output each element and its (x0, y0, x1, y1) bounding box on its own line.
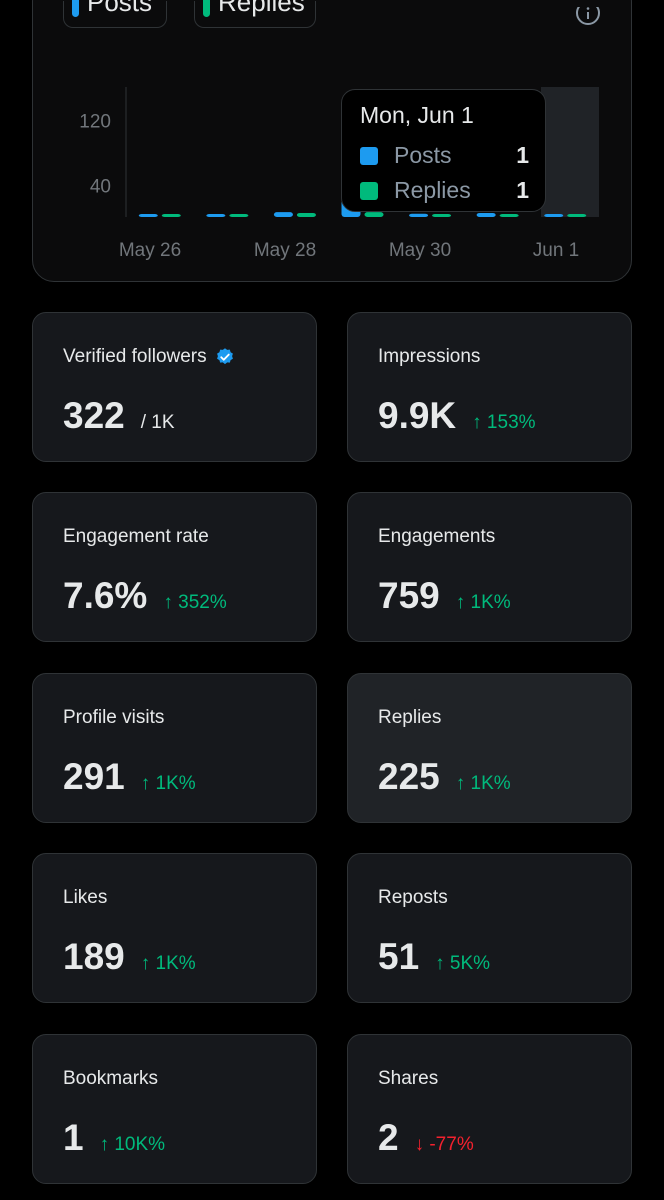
stat-value: 759 (378, 575, 440, 616)
stat-delta: ↑ 1K% (140, 773, 196, 794)
tooltip-title: Mon, Jun 1 (360, 102, 474, 128)
tooltip-replies-value: 1 (516, 177, 529, 203)
bar-replies-3 (364, 212, 384, 217)
bar-replies-1 (229, 214, 249, 217)
stat-card-likes[interactable]: Likes 189 ↑ 1K% (32, 853, 317, 1003)
stat-card-bookmarks[interactable]: Bookmarks 1 ↑ 10K% (32, 1034, 317, 1184)
stat-value-row: 1 ↑ 10K% (63, 1117, 165, 1159)
stat-label: Impressions (378, 346, 481, 367)
stat-value: 322 (63, 395, 125, 436)
stat-card-replies[interactable]: Replies 225 ↑ 1K% (347, 673, 632, 823)
legend-replies-label: Replies (218, 0, 305, 17)
stat-value: 291 (63, 756, 125, 797)
tooltip-replies-label: Replies (394, 177, 471, 203)
legend-posts-label: Posts (87, 0, 153, 17)
chart-tooltip: Mon, Jun 1 Posts 1 Replies 1 (341, 89, 546, 212)
y-tick-label: 120 (79, 112, 111, 133)
hover-highlight (541, 87, 599, 217)
stat-value: 1 (63, 1117, 84, 1158)
stat-label: Replies (378, 707, 442, 728)
tooltip-row-posts: Posts 1 (360, 138, 529, 173)
x-tick-label: May 30 (389, 240, 451, 261)
bar-replies-5 (499, 214, 519, 217)
stat-value-row: 51 ↑ 5K% (378, 936, 490, 978)
bar-posts-4 (409, 213, 429, 217)
bar-posts-1 (206, 214, 226, 217)
stat-label-text: Verified followers (63, 346, 207, 367)
stat-delta: ↑ 1K% (455, 592, 511, 613)
stat-value-row: 7.6% ↑ 352% (63, 575, 227, 617)
stat-card-reposts[interactable]: Reposts 51 ↑ 5K% (347, 853, 632, 1003)
stat-delta: ↑ 1K% (140, 953, 196, 974)
verified-badge-icon (216, 348, 233, 365)
stat-label: Bookmarks (63, 1068, 159, 1089)
x-tick-label: Jun 1 (533, 240, 579, 261)
stat-delta: ↑ 1K% (455, 773, 511, 794)
bar-posts-0 (138, 214, 158, 217)
x-tick-label: May 28 (254, 240, 316, 261)
stat-value: 225 (378, 756, 440, 797)
tooltip-replies-swatch (360, 181, 378, 200)
stat-delta: ↑ 352% (163, 592, 227, 613)
bar-replies-0 (161, 214, 181, 217)
stat-card-engagement-rate[interactable]: Engagement rate 7.6% ↑ 352% (32, 492, 317, 642)
stat-label: Reposts (378, 887, 448, 908)
stat-card-profile-visits[interactable]: Profile visits 291 ↑ 1K% (32, 673, 317, 823)
stat-value: 189 (63, 936, 125, 977)
stat-value-row: 322 / 1K (63, 395, 175, 437)
stat-delta: ↑ 153% (472, 412, 536, 433)
stat-card-impressions[interactable]: Impressions 9.9K ↑ 153% (347, 312, 632, 462)
tooltip-posts-swatch (360, 146, 378, 165)
tooltip-posts-label: Posts (394, 142, 452, 168)
stat-value-row: 759 ↑ 1K% (378, 575, 511, 617)
stat-value: 7.6% (63, 575, 148, 616)
stat-card-engagements[interactable]: Engagements 759 ↑ 1K% (347, 492, 632, 642)
bar-posts-5 (476, 212, 496, 217)
stat-suffix: / 1K (140, 412, 175, 433)
stat-value: 9.9K (378, 395, 457, 436)
bar-replies-6 (567, 214, 587, 217)
stat-delta: ↑ 10K% (99, 1134, 166, 1155)
legend-replies-swatch (203, 0, 210, 17)
stat-label: Shares (378, 1068, 439, 1089)
bar-posts-6 (544, 214, 564, 217)
stat-card-verified-followers[interactable]: Verified followers 322 / 1K (32, 312, 317, 462)
tooltip-row-replies: Replies 1 (360, 173, 529, 208)
stat-value-row: 291 ↑ 1K% (63, 756, 196, 798)
x-tick-label: May 26 (119, 240, 181, 261)
stat-label: Engagement rate (63, 526, 209, 547)
legend-replies-toggle[interactable]: Replies (194, 0, 316, 28)
stat-value: 2 (378, 1117, 399, 1158)
bar-replies-4 (432, 214, 452, 217)
stat-card-shares[interactable]: Shares 2 ↓ -77% (347, 1034, 632, 1184)
legend-posts-swatch (72, 0, 79, 17)
bar-posts-2 (273, 212, 293, 217)
info-icon[interactable] (576, 7, 600, 25)
stat-value: 51 (378, 936, 420, 977)
bar-replies-2 (296, 212, 316, 217)
stat-value-row: 2 ↓ -77% (378, 1117, 474, 1159)
y-tick-label: 40 (90, 177, 111, 198)
stat-delta: ↓ -77% (414, 1134, 474, 1155)
stat-label: Engagements (378, 526, 496, 547)
stat-label: Likes (63, 887, 108, 908)
stat-label: Verified followers (63, 346, 235, 368)
chart-card: Posts Replies 120 40 May 26 May 28 May 30 Jun… (32, 0, 632, 282)
stat-value-row: 9.9K ↑ 153% (378, 395, 536, 437)
stat-value-row: 225 ↑ 1K% (378, 756, 511, 798)
stat-label: Profile visits (63, 707, 165, 728)
stat-delta: ↑ 5K% (435, 953, 491, 974)
stat-value-row: 189 ↑ 1K% (63, 936, 196, 978)
legend-posts-toggle[interactable]: Posts (63, 0, 167, 28)
tooltip-posts-value: 1 (516, 142, 529, 168)
